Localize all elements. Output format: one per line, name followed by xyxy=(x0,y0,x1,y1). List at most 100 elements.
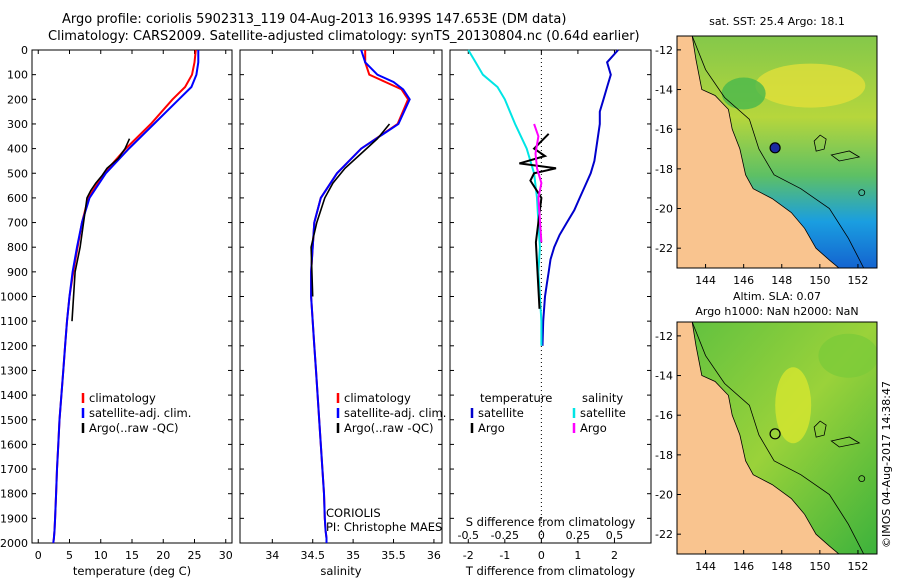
y-tick-label: 1900 xyxy=(0,512,28,525)
x-tick-label: 2 xyxy=(611,549,618,562)
reef-outline xyxy=(830,436,861,448)
isobath-contour xyxy=(691,36,865,268)
y-tick-label: 200 xyxy=(7,93,28,106)
x-tick-label: 150 xyxy=(809,560,830,573)
series-line-satellite-adj-clim- xyxy=(52,50,200,544)
series-line-salinity-argo xyxy=(533,123,543,243)
reef-outline xyxy=(858,189,866,197)
y-tick-label: 1100 xyxy=(0,315,28,328)
y-tick-label: -20 xyxy=(655,203,673,216)
x-axis-label: T difference from climatology xyxy=(465,564,636,578)
x-tick-label: 15 xyxy=(125,549,139,562)
legend-entry: Argo xyxy=(478,421,505,435)
reef-outline xyxy=(830,150,861,162)
map-content xyxy=(677,36,877,268)
x-tick-label: 146 xyxy=(733,560,754,573)
y-tick-label: -18 xyxy=(655,163,673,176)
x-tick-label: 34 xyxy=(265,549,279,562)
y-tick-label: 100 xyxy=(7,69,28,82)
x-tick-label: 25 xyxy=(188,549,202,562)
series-line-climatology xyxy=(52,49,197,544)
legend-entry: Argo(..raw -QC) xyxy=(344,421,434,435)
y-tick-label: -20 xyxy=(655,489,673,502)
x-tick-label: 152 xyxy=(847,560,868,573)
x-tick-label: 146 xyxy=(733,274,754,287)
warm-patch xyxy=(755,63,866,108)
y-tick-label: -12 xyxy=(655,330,673,343)
legend-entry: climatology xyxy=(344,391,411,405)
y-tick-label: 800 xyxy=(7,241,28,254)
high-patch xyxy=(775,367,812,444)
panel-temperature: 0100200300400500600700800900100011001200… xyxy=(0,44,233,578)
x-axis-label: temperature (deg C) xyxy=(73,564,191,578)
land-mass xyxy=(677,36,840,268)
x-tick-label: 0 xyxy=(35,549,42,562)
x-tick-label: 36 xyxy=(427,549,441,562)
y-tick-label: -16 xyxy=(655,409,673,422)
y-tick-label: 1300 xyxy=(0,364,28,377)
legend-heading-temperature: temperature xyxy=(480,391,552,405)
x-tick-label: 10 xyxy=(94,549,108,562)
x-axis-label: salinity xyxy=(320,564,361,578)
figure-title-line2: Climatology: CARS2009. Satellite-adjuste… xyxy=(48,29,640,44)
credit-pi: PI: Christophe MAES xyxy=(326,520,442,534)
y-tick-label: 1400 xyxy=(0,389,28,402)
y-tick-label: 500 xyxy=(7,167,28,180)
y-tick-label: -16 xyxy=(655,123,673,136)
reef-outline xyxy=(813,134,827,152)
mid-patch xyxy=(818,333,877,378)
map-sla-title-line1: Altim. SLA: 0.07 xyxy=(733,290,821,303)
y-tick-label: 400 xyxy=(7,143,28,156)
x-tick-label: 5 xyxy=(66,549,73,562)
y-tick-label: 0 xyxy=(21,44,28,57)
x-tick-label: 35.5 xyxy=(381,549,406,562)
y-tick-label: 300 xyxy=(7,118,28,131)
y-tick-label: -22 xyxy=(655,242,673,255)
y-tick-label: -18 xyxy=(655,449,673,462)
y-tick-label: -14 xyxy=(655,84,673,97)
land-mass xyxy=(677,322,840,554)
map-sst-title: sat. SST: 25.4 Argo: 18.1 xyxy=(709,15,845,28)
panel-difference: -2 -1 0 1 2 T difference from climatology -0.5… xyxy=(449,49,652,578)
y-tick-label: 1600 xyxy=(0,438,28,451)
cool-patch xyxy=(721,77,766,110)
legend-entry: satellite xyxy=(478,406,524,420)
series-line-argo-raw-qc- xyxy=(310,123,391,297)
legend-entry: Argo(..raw -QC) xyxy=(89,421,179,435)
legend-heading-salinity: salinity xyxy=(582,391,623,405)
x-tick-label: 35 xyxy=(346,549,360,562)
x-tick-label: 152 xyxy=(847,274,868,287)
series-line-climatology xyxy=(310,50,410,543)
map-sla-title-line2: Argo h1000: NaN h2000: NaN xyxy=(695,305,858,318)
y-tick-label: -22 xyxy=(655,528,673,541)
reef-outline xyxy=(813,420,827,438)
plot-frame xyxy=(449,49,652,544)
legend-entry: climatology xyxy=(89,391,156,405)
x-tick-label: -2 xyxy=(463,549,474,562)
salinity-axis-label: S difference from climatology xyxy=(466,515,636,529)
series-line-satellite-adj-clim- xyxy=(310,49,411,543)
legend-entry: Argo xyxy=(580,421,607,435)
panel-salinity: 34 34.5 35 35.5 36 salinity xyxy=(239,49,443,578)
salinity-tick-label: -0.5 xyxy=(458,529,479,542)
y-tick-label: 1800 xyxy=(0,488,28,501)
y-tick-label: 2000 xyxy=(0,537,28,550)
y-tick-label: 600 xyxy=(7,192,28,205)
x-tick-label: 148 xyxy=(771,560,792,573)
salinity-tick-label: 0 xyxy=(538,529,545,542)
credit-institution: CORIOLIS xyxy=(326,506,381,520)
argo-position-marker xyxy=(769,428,781,440)
series-line-salinity-satellite xyxy=(467,49,543,346)
map-frame xyxy=(676,35,878,269)
y-tick-label: 1200 xyxy=(0,340,28,353)
figure-title-line1: Argo profile: coriolis 5902313_119 04-Au… xyxy=(62,12,567,27)
panel-map-sst: 144 146 148 150 152 -12 -14 -16 -18 -20 -22 xyxy=(655,35,878,287)
y-tick-label: -14 xyxy=(655,370,673,383)
x-tick-label: 34.5 xyxy=(300,549,325,562)
argo-position-marker xyxy=(769,142,781,154)
y-tick-label: 900 xyxy=(7,266,28,279)
x-tick-label: 0 xyxy=(538,549,545,562)
